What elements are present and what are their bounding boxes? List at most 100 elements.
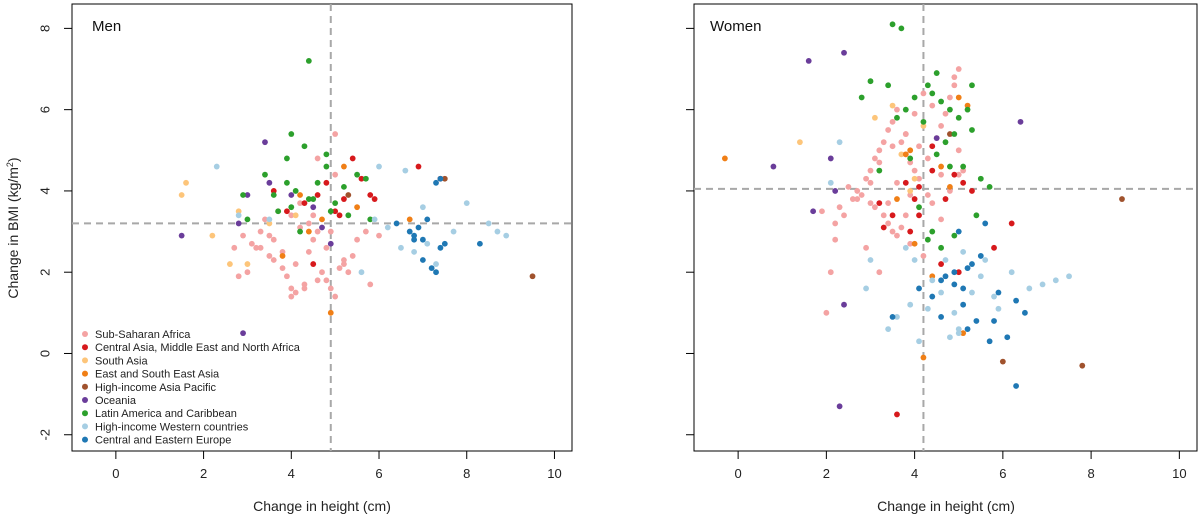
data-point: [292, 212, 299, 219]
legend-label: Central Asia, Middle East and North Afri…: [95, 342, 301, 354]
data-point: [951, 309, 958, 316]
data-point: [951, 171, 958, 178]
data-point: [310, 261, 317, 267]
data-point: [402, 167, 409, 174]
data-point: [894, 114, 900, 121]
data-point: [288, 204, 295, 211]
data-point: [266, 179, 273, 186]
data-point: [1026, 285, 1033, 292]
legend-label: Sub-Saharan Africa: [95, 329, 191, 341]
data-point: [810, 208, 817, 215]
data-point: [415, 163, 422, 170]
data-point: [911, 94, 918, 101]
data-point: [977, 273, 984, 280]
data-point: [341, 183, 347, 190]
data-point: [314, 228, 321, 235]
data-point: [235, 273, 242, 280]
data-point: [845, 183, 852, 190]
data-point: [284, 208, 290, 215]
data-point: [867, 78, 874, 85]
data-point: [1119, 196, 1125, 202]
data-point: [867, 179, 874, 186]
data-point: [947, 94, 953, 101]
data-point: [951, 281, 958, 288]
data-point: [327, 228, 334, 235]
data-point: [947, 334, 953, 341]
data-point: [314, 277, 321, 284]
data-point: [924, 236, 931, 243]
reference-lines-men: [72, 4, 572, 451]
x-tick-label: 6: [999, 466, 1006, 481]
data-point: [841, 301, 847, 308]
data-point: [889, 212, 896, 219]
data-point: [898, 139, 905, 146]
data-point: [270, 192, 277, 198]
legend-marker: [82, 331, 88, 337]
data-point: [266, 253, 273, 259]
data-point: [920, 354, 927, 361]
y-axis-title-sup: 2: [5, 162, 15, 167]
data-point: [969, 82, 975, 89]
data-point: [911, 240, 918, 247]
data-point: [894, 411, 900, 418]
data-point: [872, 204, 878, 211]
data-point: [876, 159, 883, 166]
data-point: [384, 224, 391, 231]
data-point: [1008, 220, 1015, 227]
data-point: [920, 90, 927, 97]
data-point: [889, 102, 896, 109]
data-point: [960, 179, 967, 186]
data-point: [235, 212, 242, 219]
data-point: [367, 192, 374, 198]
data-point: [911, 196, 918, 202]
data-point: [876, 167, 883, 174]
data-point: [916, 212, 922, 219]
legend-marker: [82, 370, 88, 377]
data-point: [279, 248, 286, 255]
data-point: [323, 179, 330, 186]
data-point: [920, 123, 927, 129]
data-point: [341, 257, 347, 263]
y-tick-label: -2: [37, 429, 52, 441]
reference-lines-women: [694, 4, 1197, 451]
data-point: [907, 192, 914, 198]
data-point: [982, 220, 989, 227]
data-point: [872, 114, 878, 121]
y-tick-label: 2: [37, 269, 52, 276]
data-point: [907, 188, 914, 194]
data-point: [1022, 309, 1028, 316]
data-point: [411, 232, 418, 239]
data-point: [880, 212, 887, 219]
data-point: [314, 179, 321, 186]
data-point: [969, 188, 975, 194]
data-point: [1066, 273, 1072, 280]
data-point: [332, 208, 339, 215]
data-point: [960, 330, 967, 337]
data-point: [310, 196, 317, 202]
data-point: [257, 228, 264, 235]
data-point: [433, 269, 439, 276]
data-point: [424, 216, 431, 223]
data-point: [916, 143, 922, 150]
data-point: [244, 269, 251, 276]
data-point: [933, 135, 940, 142]
data-point: [942, 273, 949, 280]
data-point: [955, 326, 962, 332]
data-point: [393, 220, 400, 227]
data-point: [969, 261, 975, 267]
data-point: [270, 188, 277, 194]
data-point: [938, 171, 944, 178]
data-point: [938, 277, 944, 284]
data-point: [419, 204, 426, 211]
panel-title-men: Men: [92, 18, 121, 35]
data-point: [406, 228, 413, 235]
data-point: [441, 175, 448, 182]
plot-frame-women: [693, 3, 1198, 452]
data-point: [297, 228, 303, 235]
data-point: [960, 163, 967, 170]
data-point: [1052, 277, 1059, 284]
data-point: [476, 240, 483, 247]
data-point: [894, 179, 900, 186]
data-point: [310, 236, 317, 243]
data-point: [907, 301, 914, 308]
